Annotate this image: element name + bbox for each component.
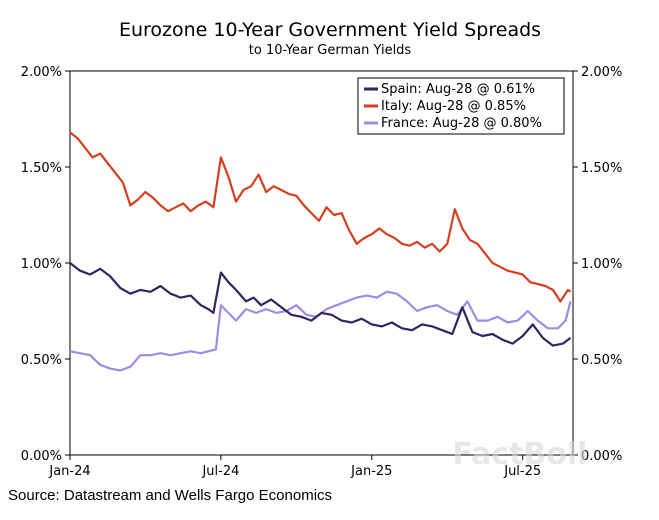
series-group bbox=[69, 131, 572, 372]
y-tick-label-left: 1.50% bbox=[21, 161, 62, 176]
y-tick-label-left: 0.50% bbox=[21, 353, 62, 368]
legend: Spain: Aug-28 @ 0.61% Italy: Aug-28 @ 0.… bbox=[357, 77, 565, 135]
y-tick-label-right: 2.00% bbox=[581, 65, 622, 80]
y-tick-label-right: 0.00% bbox=[581, 449, 622, 464]
watermark: FactBoll bbox=[452, 437, 587, 472]
x-tick-label: Jan-24 bbox=[48, 464, 90, 479]
legend-label-italy: Italy: Aug-28 @ 0.85% bbox=[381, 99, 526, 114]
y-tick-label-left: 1.00% bbox=[21, 257, 62, 272]
y-tick-label-right: 1.00% bbox=[581, 257, 622, 272]
y-tick-label-left: 0.00% bbox=[21, 449, 62, 464]
source-note: Source: Datastream and Wells Fargo Econo… bbox=[8, 487, 332, 504]
chart-title: Eurozone 10-Year Government Yield Spread… bbox=[119, 19, 541, 41]
y-axis-left: 0.00% 0.50% 1.00% 1.50% 2.00% bbox=[21, 65, 70, 464]
x-tick-label: Jan-25 bbox=[350, 464, 392, 479]
legend-label-france: France: Aug-28 @ 0.80% bbox=[381, 116, 542, 131]
x-tick-label: Jul-24 bbox=[201, 464, 239, 479]
y-tick-label-left: 2.00% bbox=[21, 65, 62, 80]
x-tick-label: Jul-25 bbox=[503, 464, 541, 479]
y-tick-label-right: 0.50% bbox=[581, 353, 622, 368]
chart-subtitle: to 10-Year German Yields bbox=[249, 43, 412, 58]
y-tick-label-right: 1.50% bbox=[581, 161, 622, 176]
legend-label-spain: Spain: Aug-28 @ 0.61% bbox=[381, 82, 535, 97]
series-line-italy bbox=[69, 131, 572, 303]
series-line-france bbox=[69, 290, 572, 372]
legend-box bbox=[357, 77, 565, 135]
x-axis: Jan-24 Jul-24 Jan-25 Jul-25 bbox=[48, 455, 541, 479]
series-line-spain bbox=[69, 262, 572, 347]
y-axis-right: 0.00% 0.50% 1.00% 1.50% 2.00% bbox=[573, 65, 622, 464]
